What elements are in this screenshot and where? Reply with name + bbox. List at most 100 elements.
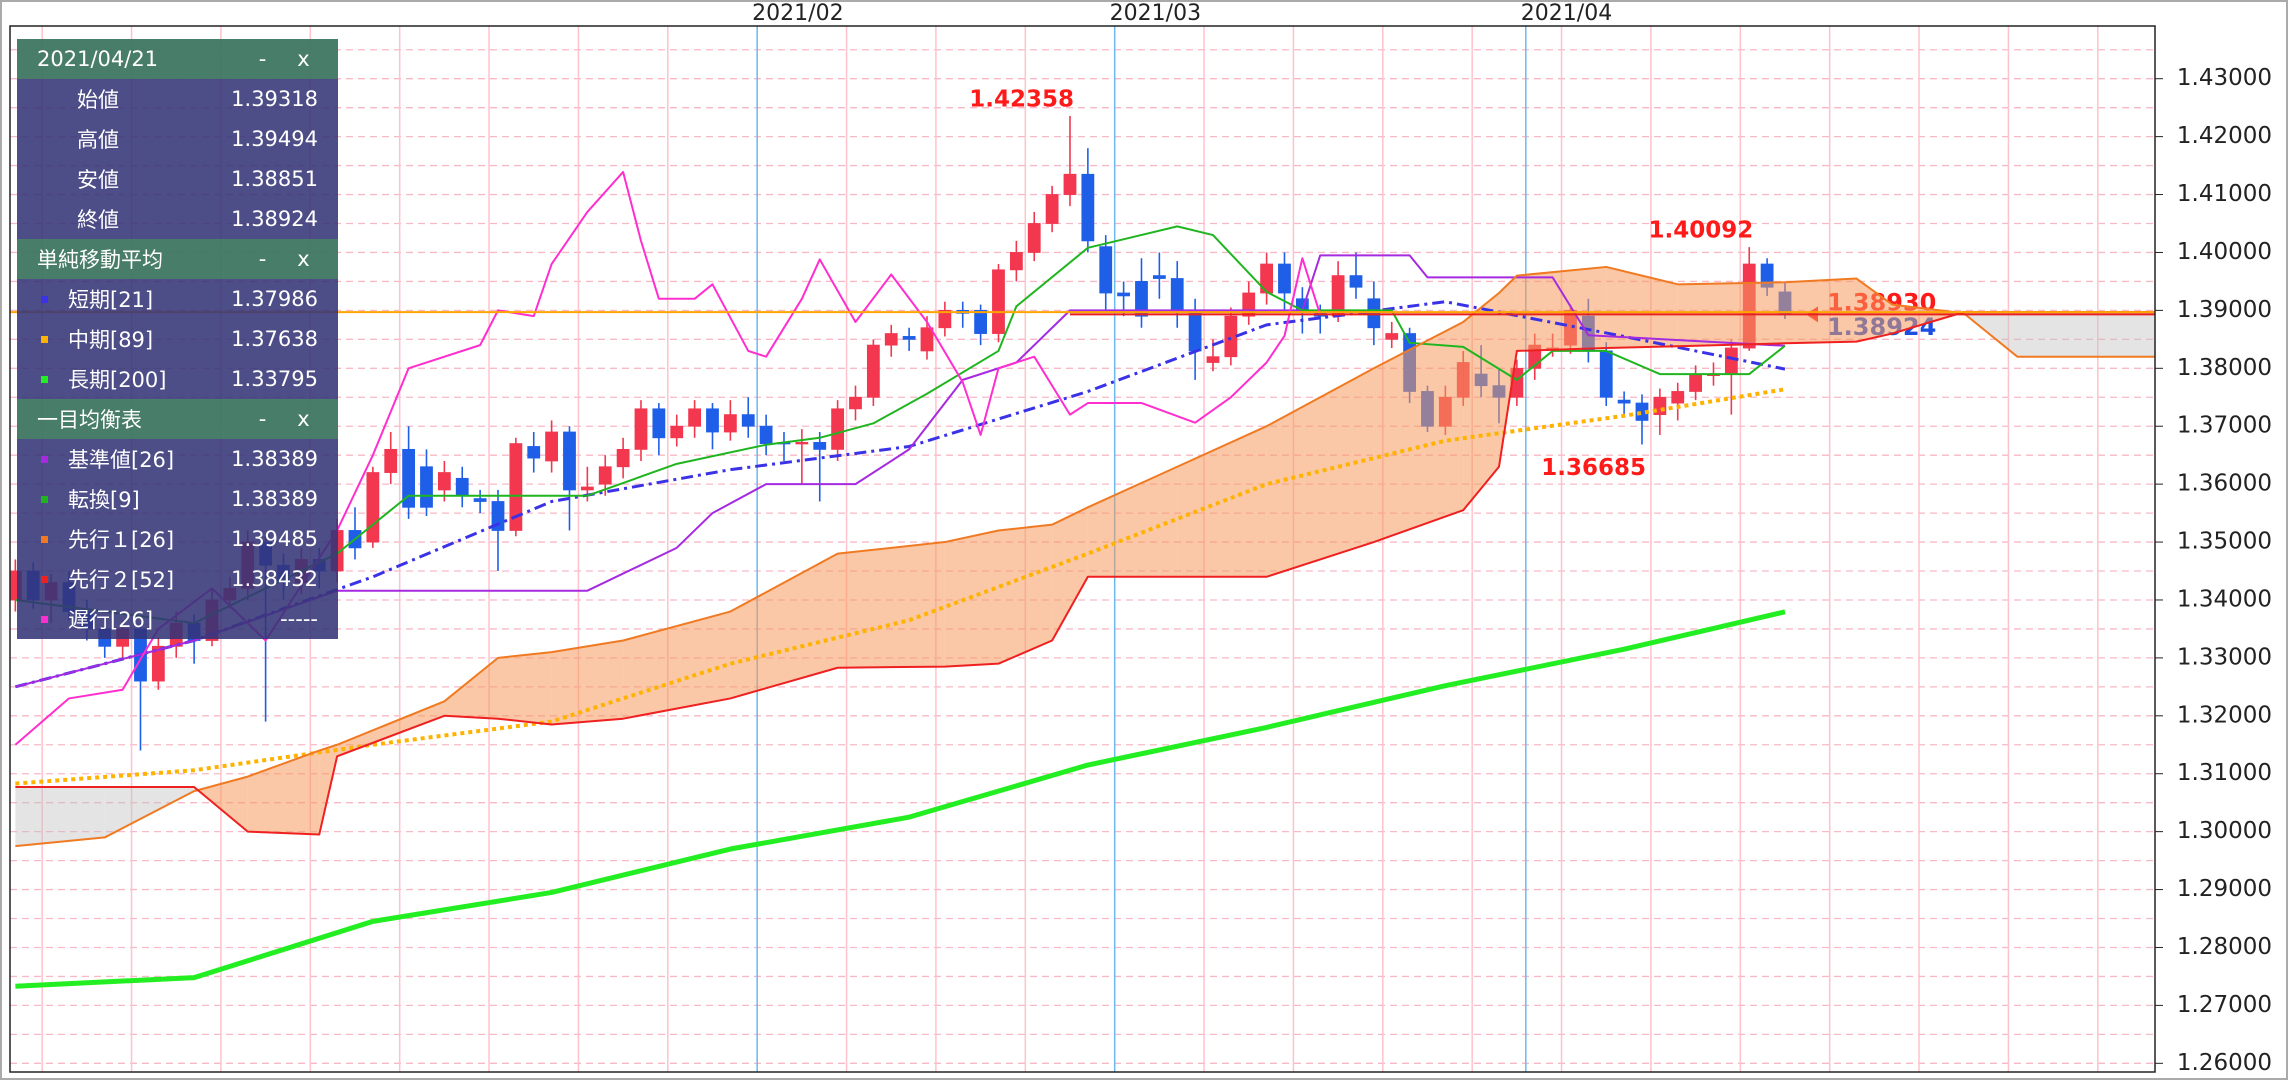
- legend-label: 先行１[26]: [68, 528, 175, 552]
- candle-body: [580, 486, 594, 491]
- ohlc-label: 安値: [77, 168, 119, 192]
- candle-body: [813, 442, 827, 450]
- info-panel: 2021/04/21 - x 始値 1.39318 高値 1.39494 安値 1.38851 終…: [17, 39, 338, 639]
- legend-swatch: [41, 295, 48, 303]
- legend-value: 1.39485: [231, 527, 318, 551]
- ohlc-value: 1.39318: [231, 87, 318, 111]
- y-tick-label: 1.41000: [2177, 181, 2272, 207]
- legend-row: 長期[200] 1.33795: [17, 359, 338, 399]
- cloud: [1784, 278, 1857, 344]
- panel-button[interactable]: x: [297, 47, 310, 71]
- y-tick-label: 1.27000: [2177, 992, 2272, 1018]
- y-tick-label: 1.39000: [2177, 297, 2272, 323]
- cloud: [551, 640, 624, 725]
- legend-value: 1.33795: [231, 367, 318, 391]
- cloud: [1606, 266, 1678, 349]
- ohlc-row: 始値 1.39318: [17, 79, 338, 119]
- candle-body: [1188, 309, 1202, 352]
- legend-row: 中期[89] 1.37638: [17, 319, 338, 359]
- ohlc-label: 終値: [77, 208, 119, 232]
- candle-body: [1617, 399, 1631, 404]
- cloud: [1498, 275, 1517, 467]
- line-series: [15, 254, 1786, 688]
- legend-swatch: [41, 575, 48, 583]
- line-series: [14, 170, 1322, 746]
- panel-button[interactable]: x: [297, 407, 310, 431]
- candle-body: [723, 414, 737, 433]
- legend-label: 中期[89]: [68, 328, 154, 352]
- x-tick-label: 2021/03: [1110, 1, 1201, 26]
- y-tick-label: 1.33000: [2177, 644, 2272, 670]
- ohlc-value: 1.39494: [231, 127, 318, 151]
- panel-header: 2021/04/21 - x: [17, 39, 338, 79]
- panel-button[interactable]: -: [258, 47, 267, 71]
- panel-button[interactable]: -: [258, 407, 267, 431]
- candle-body: [1063, 173, 1077, 195]
- candle-body: [831, 408, 845, 450]
- legend-label: 短期[21]: [68, 288, 154, 312]
- candle-body: [1117, 292, 1131, 297]
- legend-swatch: [41, 335, 48, 343]
- candle-body: [652, 408, 666, 439]
- candle-body: [545, 431, 559, 462]
- y-tick-label: 1.30000: [2177, 818, 2272, 844]
- legend-swatch: [41, 535, 48, 543]
- candle-body: [902, 336, 916, 340]
- legend-value: 1.38432: [231, 567, 318, 591]
- y-tick-label: 1.43000: [2177, 65, 2272, 91]
- candle-body: [1599, 350, 1613, 398]
- candle-body: [509, 443, 523, 531]
- y-tick-label: 1.26000: [2177, 1050, 2272, 1076]
- candle-body: [992, 269, 1005, 334]
- candle-body: [616, 448, 630, 468]
- legend-value: 1.38389: [231, 447, 318, 471]
- panel-button[interactable]: -: [258, 247, 267, 271]
- legend-label: 遅行[26]: [68, 608, 154, 632]
- panel-header: 単純移動平均 - x: [17, 239, 338, 279]
- candle-body: [795, 442, 809, 445]
- line-series: [15, 265, 2155, 848]
- y-tick-label: 1.28000: [2177, 934, 2272, 960]
- legend-row: 先行２[52] 1.38432: [17, 559, 338, 599]
- cloud: [1052, 507, 1088, 641]
- legend-label: 転換[9]: [68, 488, 140, 512]
- candle-body: [670, 425, 684, 439]
- y-tick-label: 1.37000: [2177, 413, 2272, 439]
- ohlc-label: 高値: [77, 128, 119, 152]
- candle-body: [455, 477, 469, 497]
- ohlc-row: 高値 1.39494: [17, 119, 338, 159]
- cloud: [2017, 312, 2089, 357]
- legend-row: 基準値[26] 1.38389: [17, 439, 338, 479]
- cloud: [1266, 368, 1374, 577]
- candle-body: [1152, 275, 1166, 279]
- cloud: [1177, 426, 1267, 577]
- line-series: [15, 609, 1786, 989]
- panel-header: 一目均衡表 - x: [17, 399, 338, 439]
- y-tick-label: 1.36000: [2177, 471, 2272, 497]
- cloud: [444, 657, 498, 719]
- cloud: [1516, 266, 1607, 351]
- candle-body: [1224, 315, 1238, 358]
- cloud: [837, 542, 945, 668]
- panel-button[interactable]: x: [297, 247, 310, 271]
- cloud: [194, 776, 248, 832]
- ohlc-value: 1.38924: [231, 207, 318, 231]
- y-tick-label: 1.40000: [2177, 239, 2272, 265]
- x-tick-label: 2021/04: [1521, 1, 1612, 26]
- legend-row: 先行１[26] 1.39485: [17, 519, 338, 559]
- plot-layer: 1.26000 1.27000 1.28000 1.29000 1.30000 1.310…: [10, 1, 2272, 1076]
- candle-body: [1045, 194, 1059, 224]
- candle-body: [1671, 391, 1685, 404]
- panel-title: 2021/04/21: [37, 47, 159, 71]
- candle-body: [1099, 246, 1113, 294]
- line-series: [15, 311, 2155, 836]
- legend-value: 1.37638: [231, 327, 318, 351]
- x-tick-label: 2021/02: [752, 1, 843, 26]
- legend-label: 長期[200]: [68, 368, 167, 392]
- legend-row: 転換[9] 1.38389: [17, 479, 338, 519]
- candle-body: [1081, 173, 1095, 242]
- candle-body: [1027, 223, 1041, 253]
- cloud: [1373, 321, 1464, 543]
- candle-body: [706, 408, 719, 433]
